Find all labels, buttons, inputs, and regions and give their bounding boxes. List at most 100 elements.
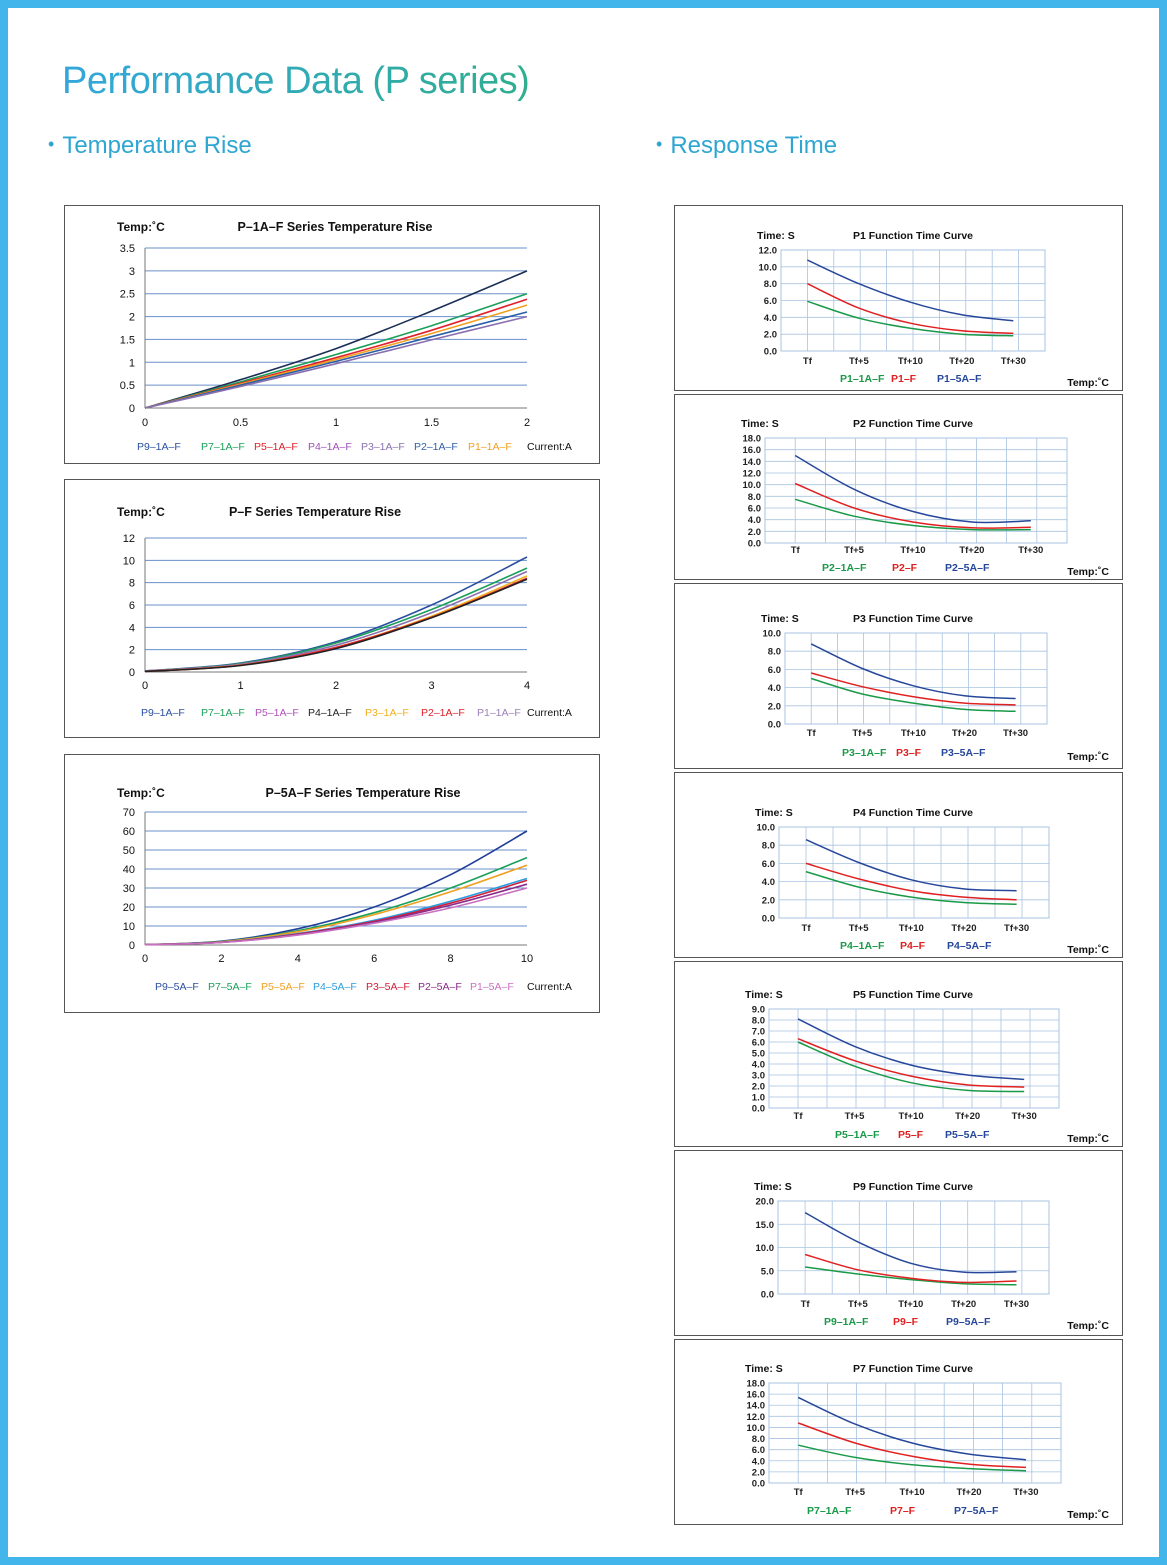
y-tick-label: 10.0 <box>759 262 778 273</box>
series-line <box>807 259 1014 322</box>
y-tick-label: 16.0 <box>747 1390 766 1401</box>
y-tick-label: 5.0 <box>752 1049 765 1060</box>
series-line <box>794 498 1031 531</box>
y-tick-label: 4.0 <box>752 1060 765 1071</box>
series-line <box>144 879 528 946</box>
x-tick-label: Tf+10 <box>900 1487 925 1498</box>
y-axis-label: Time: S <box>745 989 783 1001</box>
x-tick-label: Tf <box>801 1299 811 1310</box>
y-tick-label: 0 <box>129 940 135 952</box>
y-tick-label: 0.0 <box>752 1479 765 1490</box>
x-tick-label: 3 <box>428 680 434 692</box>
y-tick-label: 5.0 <box>761 1266 774 1277</box>
series-line <box>144 856 528 946</box>
y-axis-label: Temp:˚C <box>117 786 165 800</box>
legend-entry: P3–1A–F <box>365 707 409 719</box>
x-tick-label: Tf+5 <box>845 1487 866 1498</box>
series-line <box>144 575 528 673</box>
plot-area <box>768 1008 1060 1109</box>
y-tick-label: 1.0 <box>752 1093 765 1104</box>
x-axis-label: Temp:˚C <box>1067 1509 1109 1521</box>
legend-entry: P1–5A–F <box>937 373 982 385</box>
x-axis-label: Temp:˚C <box>1067 566 1109 578</box>
x-tick-label: Tf+10 <box>901 728 926 739</box>
legend-entry: P2–1A–F <box>414 441 458 453</box>
y-tick-label: 8.0 <box>768 647 781 658</box>
series-line <box>797 1396 1027 1461</box>
y-tick-label: 9.0 <box>752 1005 765 1016</box>
y-axis-label: Time: S <box>757 230 795 242</box>
x-axis-label: Current:A <box>527 707 572 719</box>
y-tick-label: 8.0 <box>764 279 777 290</box>
y-tick-label: 8.0 <box>752 1434 765 1445</box>
y-tick-label: 8.0 <box>762 841 775 852</box>
x-tick-label: Tf+10 <box>899 1111 924 1122</box>
x-tick-label: 6 <box>371 953 377 965</box>
series-line <box>144 887 528 946</box>
y-tick-label: 18.0 <box>743 434 762 445</box>
chart-panel-p9-response-time: 0.0 5.0 10.0 15.0 20.0 Tf Tf+5 Tf+10 Tf+20 Tf+30 T… <box>674 1150 1123 1336</box>
legend-entry: P9–5A–F <box>946 1316 991 1328</box>
y-tick-label: 3.0 <box>752 1071 765 1082</box>
section-label: Response Time <box>670 132 838 159</box>
y-tick-label: 0.5 <box>120 380 135 392</box>
y-tick-label: 6 <box>129 600 135 612</box>
series-line <box>798 1444 1027 1472</box>
y-tick-label: 4.0 <box>764 313 777 324</box>
chart-panel-p3-response-time: 0.0 2.0 4.0 6.0 8.0 10.0 Tf Tf+5 Tf+10 Tf+20 Tf+30… <box>674 583 1123 769</box>
legend-entry: P1–1A–F <box>477 707 521 719</box>
bullet-icon: • <box>656 134 663 154</box>
x-tick-label: Tf <box>794 1111 804 1122</box>
y-tick-label: 12.0 <box>759 246 778 257</box>
y-tick-label: 8 <box>129 578 135 590</box>
x-tick-label: Tf+5 <box>849 923 870 934</box>
x-tick-label: Tf+10 <box>898 356 923 367</box>
legend-entry: P3–1A–F <box>842 747 887 759</box>
chart-panel-p2-response-time: 0.0 2.0 4.0 6.0 8.0 10.0 12.0 14.0 16.0 18.0 Tf Tf+… <box>674 394 1123 580</box>
y-tick-label: 10.0 <box>743 480 762 491</box>
y-tick-label: 12 <box>123 533 135 545</box>
y-tick-label: 14.0 <box>743 457 762 468</box>
chart-panel-p1-response-time: 0.0 2.0 4.0 6.0 8.0 10.0 12.0 Tf Tf+5 Tf+10 Tf+20 T… <box>674 205 1123 391</box>
y-tick-label: 6.0 <box>762 859 775 870</box>
y-tick-label: 4.0 <box>762 877 775 888</box>
page-title: Performance Data (P series) <box>62 60 530 102</box>
section-label: Temperature Rise <box>62 132 252 159</box>
legend-entry: P9–5A–F <box>155 981 199 993</box>
chart-title: P–5A–F Series Temperature Rise <box>265 786 460 800</box>
series-line <box>797 1041 1025 1093</box>
y-tick-label: 7.0 <box>752 1027 765 1038</box>
series-line <box>144 567 528 672</box>
chart-svg: 0.0 5.0 10.0 15.0 20.0 Tf Tf+5 Tf+10 Tf+20 Tf+30 T… <box>754 1181 1109 1332</box>
y-tick-label: 2.0 <box>768 701 781 712</box>
series-line <box>805 862 1017 901</box>
legend-entry: P7–F <box>890 1505 916 1517</box>
legend-entry: P7–1A–F <box>807 1505 852 1517</box>
y-tick-label: 14.0 <box>747 1401 766 1412</box>
series-line <box>805 870 1017 906</box>
x-tick-label: 2 <box>333 680 339 692</box>
y-tick-label: 40 <box>123 864 135 876</box>
x-tick-label: Tf+20 <box>956 1487 981 1498</box>
x-tick-label: Tf+5 <box>845 1111 866 1122</box>
y-tick-label: 10 <box>123 555 135 567</box>
legend-entry: P4–F <box>900 940 926 952</box>
legend-entry: P9–F <box>893 1316 919 1328</box>
x-axis-label: Current:A <box>527 981 572 993</box>
chart-svg: 0.0 2.0 4.0 6.0 8.0 10.0 Tf Tf+5 Tf+10 Tf+20 Tf+30… <box>761 613 1109 763</box>
legend-entry: P2–1A–F <box>421 707 465 719</box>
y-tick-label: 4.0 <box>752 1456 765 1467</box>
chart-title: P9 Function Time Curve <box>853 1181 973 1193</box>
series-line <box>144 270 528 409</box>
x-tick-label: Tf+30 <box>1018 545 1043 556</box>
y-tick-label: 3.5 <box>120 243 135 255</box>
x-tick-label: 0.5 <box>233 417 248 429</box>
y-axis-label: Time: S <box>761 613 799 625</box>
y-tick-label: 6.0 <box>764 296 777 307</box>
y-tick-label: 20.0 <box>756 1197 775 1208</box>
y-tick-label: 10.0 <box>756 1243 775 1254</box>
legend-entry: P1–1A–F <box>840 373 885 385</box>
legend-entry: P4–5A–F <box>313 981 357 993</box>
y-tick-label: 10 <box>123 921 135 933</box>
